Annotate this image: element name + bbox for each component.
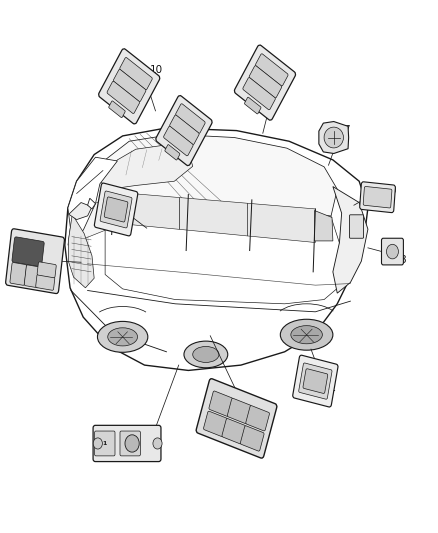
FancyBboxPatch shape xyxy=(12,237,44,266)
Polygon shape xyxy=(100,144,193,189)
FancyBboxPatch shape xyxy=(170,115,199,144)
Ellipse shape xyxy=(324,127,343,148)
Text: 7: 7 xyxy=(343,125,350,135)
Polygon shape xyxy=(105,195,350,304)
Polygon shape xyxy=(180,198,247,236)
Polygon shape xyxy=(247,203,315,243)
FancyBboxPatch shape xyxy=(255,54,288,86)
FancyBboxPatch shape xyxy=(381,238,403,265)
FancyBboxPatch shape xyxy=(109,101,125,118)
FancyBboxPatch shape xyxy=(196,378,277,458)
Text: 5: 5 xyxy=(134,455,141,464)
Polygon shape xyxy=(68,197,110,245)
Circle shape xyxy=(125,435,139,452)
FancyBboxPatch shape xyxy=(104,197,128,222)
Ellipse shape xyxy=(291,326,322,344)
Text: 6: 6 xyxy=(277,66,283,75)
Text: 1: 1 xyxy=(102,441,107,446)
FancyBboxPatch shape xyxy=(120,431,141,456)
Polygon shape xyxy=(101,134,337,251)
Text: 10: 10 xyxy=(150,66,163,75)
Ellipse shape xyxy=(108,328,138,346)
FancyBboxPatch shape xyxy=(107,81,140,114)
FancyBboxPatch shape xyxy=(100,191,132,228)
Polygon shape xyxy=(68,214,94,288)
FancyBboxPatch shape xyxy=(244,97,261,114)
Ellipse shape xyxy=(184,341,228,368)
Circle shape xyxy=(93,438,102,449)
FancyBboxPatch shape xyxy=(299,363,332,399)
Circle shape xyxy=(153,438,162,449)
FancyBboxPatch shape xyxy=(360,182,396,213)
FancyBboxPatch shape xyxy=(37,262,56,278)
Text: 8: 8 xyxy=(399,255,406,265)
Text: 4: 4 xyxy=(328,385,335,395)
Ellipse shape xyxy=(193,346,219,362)
FancyBboxPatch shape xyxy=(176,104,205,133)
FancyBboxPatch shape xyxy=(95,431,115,456)
FancyBboxPatch shape xyxy=(246,406,269,431)
FancyBboxPatch shape xyxy=(10,262,27,285)
Polygon shape xyxy=(319,122,349,154)
FancyBboxPatch shape xyxy=(93,425,161,462)
FancyBboxPatch shape xyxy=(120,58,152,90)
Text: 3: 3 xyxy=(41,280,47,290)
FancyBboxPatch shape xyxy=(222,418,246,444)
FancyBboxPatch shape xyxy=(204,411,227,437)
Text: 1: 1 xyxy=(198,120,205,130)
FancyBboxPatch shape xyxy=(350,215,364,238)
FancyBboxPatch shape xyxy=(209,391,233,416)
FancyBboxPatch shape xyxy=(99,49,160,124)
FancyBboxPatch shape xyxy=(240,426,264,451)
Ellipse shape xyxy=(97,321,148,352)
Text: 2: 2 xyxy=(128,441,132,446)
Text: 4: 4 xyxy=(125,214,131,223)
FancyBboxPatch shape xyxy=(24,265,41,288)
FancyBboxPatch shape xyxy=(243,77,276,110)
Polygon shape xyxy=(88,198,95,209)
Polygon shape xyxy=(314,211,333,241)
Text: 9: 9 xyxy=(389,186,396,196)
FancyBboxPatch shape xyxy=(234,45,296,120)
Polygon shape xyxy=(69,203,92,220)
FancyBboxPatch shape xyxy=(94,183,138,236)
Polygon shape xyxy=(65,128,368,370)
Text: 2: 2 xyxy=(253,416,260,426)
Ellipse shape xyxy=(386,244,399,259)
FancyBboxPatch shape xyxy=(363,187,392,208)
FancyBboxPatch shape xyxy=(165,144,180,160)
Polygon shape xyxy=(112,192,180,229)
Polygon shape xyxy=(68,157,117,232)
FancyBboxPatch shape xyxy=(113,69,146,102)
Polygon shape xyxy=(333,187,368,293)
FancyBboxPatch shape xyxy=(293,355,338,407)
FancyBboxPatch shape xyxy=(249,66,282,98)
FancyBboxPatch shape xyxy=(6,229,64,294)
FancyBboxPatch shape xyxy=(156,95,212,166)
FancyBboxPatch shape xyxy=(227,398,251,424)
FancyBboxPatch shape xyxy=(303,369,328,393)
Ellipse shape xyxy=(280,319,333,350)
FancyBboxPatch shape xyxy=(164,126,193,156)
FancyBboxPatch shape xyxy=(36,274,55,290)
